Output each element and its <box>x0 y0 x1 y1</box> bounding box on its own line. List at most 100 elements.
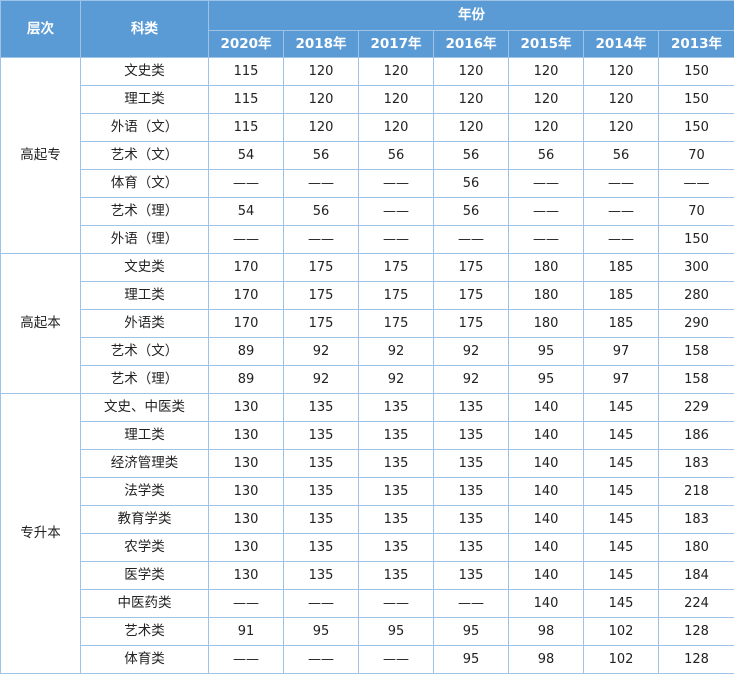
category-cell: 理工类 <box>80 281 209 310</box>
score-cell: —— <box>583 169 659 198</box>
score-cell: 56 <box>508 141 584 170</box>
score-cell: —— <box>583 197 659 226</box>
score-cell: 184 <box>658 561 734 590</box>
score-cell: 56 <box>433 169 509 198</box>
category-cell: 农学类 <box>80 533 209 562</box>
score-cell: 180 <box>508 253 584 282</box>
score-cell: 135 <box>433 561 509 590</box>
table-row: 体育类 —— —— —— 95 98 102 128 <box>1 645 734 674</box>
score-cell: —— <box>208 225 284 254</box>
score-cell: 135 <box>433 393 509 422</box>
score-cell: —— <box>583 225 659 254</box>
score-cell: 120 <box>583 113 659 142</box>
score-cell: 175 <box>358 253 434 282</box>
score-cell: 180 <box>508 309 584 338</box>
score-cell: 135 <box>358 477 434 506</box>
year-header: 2016年 <box>433 30 509 58</box>
score-cell: 185 <box>583 281 659 310</box>
score-cell: 135 <box>283 393 359 422</box>
score-cell: 175 <box>433 281 509 310</box>
score-cell: 89 <box>208 365 284 394</box>
score-cell: 54 <box>208 141 284 170</box>
category-cell: 经济管理类 <box>80 449 209 478</box>
table-row: 理工类 115 120 120 120 120 120 150 <box>1 85 734 114</box>
table-row: 理工类 130 135 135 135 140 145 186 <box>1 421 734 450</box>
score-cell: 92 <box>358 365 434 394</box>
score-cell: 135 <box>433 533 509 562</box>
score-cell: 175 <box>283 309 359 338</box>
score-cell: 135 <box>283 449 359 478</box>
score-cell: 140 <box>508 533 584 562</box>
score-cell: 120 <box>358 85 434 114</box>
score-cell: 70 <box>658 197 734 226</box>
score-cell: 120 <box>358 57 434 86</box>
score-cell: 140 <box>508 393 584 422</box>
score-cell: 102 <box>583 617 659 646</box>
score-cell: —— <box>283 645 359 674</box>
score-cell: —— <box>433 589 509 618</box>
score-cell: 130 <box>208 505 284 534</box>
table-row: 高起本 文史类 170 175 175 175 180 185 300 <box>0 253 734 394</box>
year-header: 2015年 <box>508 30 584 58</box>
score-cell: 89 <box>208 337 284 366</box>
table-row: 法学类 130 135 135 135 140 145 218 <box>1 477 734 506</box>
category-cell: 文史、中医类 <box>80 393 209 422</box>
score-cell: 218 <box>658 477 734 506</box>
score-cell: 135 <box>283 533 359 562</box>
table-row: 农学类 130 135 135 135 140 145 180 <box>1 533 734 562</box>
score-cell: —— <box>433 225 509 254</box>
score-cell: 56 <box>283 197 359 226</box>
score-cell: 128 <box>658 617 734 646</box>
category-cell: 理工类 <box>80 85 209 114</box>
category-cell: 中医药类 <box>80 589 209 618</box>
score-cell: 54 <box>208 197 284 226</box>
category-cell: 外语（理） <box>80 225 209 254</box>
score-cell: —— <box>358 169 434 198</box>
score-cell: —— <box>208 645 284 674</box>
year-header: 2018年 <box>283 30 359 58</box>
score-cell: 56 <box>283 141 359 170</box>
score-cell: 300 <box>658 253 734 282</box>
score-cell: 135 <box>433 421 509 450</box>
table-row: 外语（文） 115 120 120 120 120 120 150 <box>1 113 734 142</box>
score-cell: 95 <box>508 365 584 394</box>
score-cell: 135 <box>358 505 434 534</box>
score-cell: 170 <box>208 309 284 338</box>
category-cell: 艺术（文） <box>80 337 209 366</box>
score-cell: 92 <box>283 337 359 366</box>
score-cell: 150 <box>658 85 734 114</box>
score-cell: 185 <box>583 309 659 338</box>
score-cell: 70 <box>658 141 734 170</box>
category-header: 科类 <box>80 0 209 58</box>
score-cell: 120 <box>283 85 359 114</box>
score-cell: 135 <box>283 561 359 590</box>
score-cell: 120 <box>508 113 584 142</box>
score-cell: 91 <box>208 617 284 646</box>
table-row: 艺术类 91 95 95 95 98 102 128 <box>1 617 734 646</box>
score-cell: 120 <box>508 57 584 86</box>
score-cell: 135 <box>433 477 509 506</box>
score-cell: 175 <box>283 253 359 282</box>
score-cell: 170 <box>208 253 284 282</box>
table-row: 艺术（理） 89 92 92 92 95 97 158 <box>1 365 734 394</box>
level-cell: 专升本 <box>0 393 81 674</box>
score-cell: 158 <box>658 337 734 366</box>
score-cell: 150 <box>658 113 734 142</box>
score-cell: 135 <box>358 393 434 422</box>
score-cell: 98 <box>508 645 584 674</box>
score-cell: 145 <box>583 393 659 422</box>
score-cell: 120 <box>583 85 659 114</box>
score-cell: 140 <box>508 561 584 590</box>
score-cell: —— <box>283 225 359 254</box>
score-cell: 115 <box>208 85 284 114</box>
score-cell: —— <box>358 589 434 618</box>
score-cell: 180 <box>658 533 734 562</box>
score-cell: 150 <box>658 225 734 254</box>
score-cell: 145 <box>583 477 659 506</box>
table-body: 高起专 文史类 115 120 120 120 120 120 150 理工类 115 120 120 1… <box>0 57 734 674</box>
score-cell: 170 <box>208 281 284 310</box>
category-cell: 教育学类 <box>80 505 209 534</box>
score-cell: 186 <box>658 421 734 450</box>
score-cell: 56 <box>583 141 659 170</box>
